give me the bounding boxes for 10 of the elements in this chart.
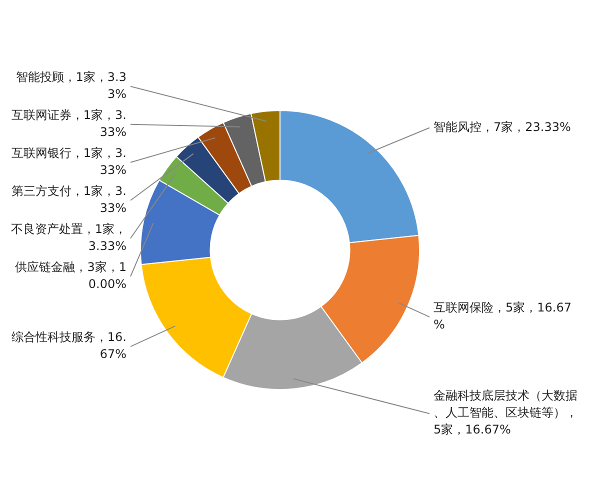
slice-label: 综合性科技服务，16.67% xyxy=(11,330,126,362)
slice-label: 智能风控，7家，23.33% xyxy=(434,120,571,134)
slice-label: 供应链金融，3家，10.00% xyxy=(15,260,126,292)
slice-label: 不良资产处置，1家，3.33% xyxy=(10,222,126,254)
slice-label: 互联网银行，1家，3.33% xyxy=(11,146,126,178)
slice-label: 金融科技底层技术（大数据、人工智能、区块链等），5家，16.67% xyxy=(434,388,578,437)
slice-label: 互联网证券，1家，3.33% xyxy=(11,108,126,140)
slice-label: 第三方支付，1家，3.33% xyxy=(11,184,126,216)
slice-label: 智能投顾，1家，3.33% xyxy=(16,70,126,102)
slice-label: 互联网保险，5家，16.67% xyxy=(434,300,572,332)
